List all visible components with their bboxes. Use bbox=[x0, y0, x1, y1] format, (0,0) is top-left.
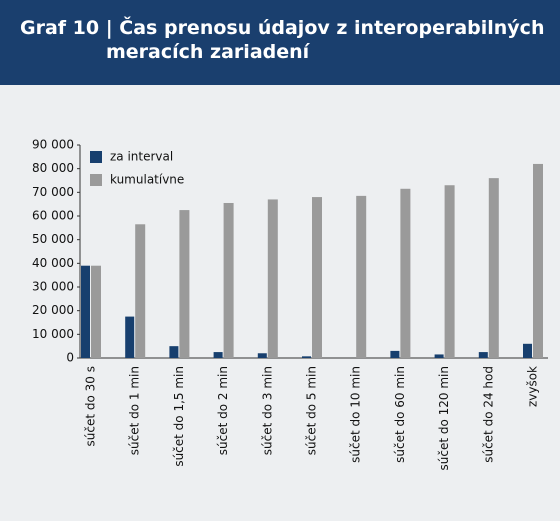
bar bbox=[223, 202, 234, 358]
y-tick-label: 60 000 bbox=[32, 209, 74, 223]
chart-title: Graf 10 | Čas prenosu údajov z interoper… bbox=[20, 17, 545, 63]
x-tick-label: súčet do 10 min bbox=[349, 366, 363, 463]
x-tick-label: súčet do 5 min bbox=[305, 366, 319, 455]
x-tick-label: súčet do 3 min bbox=[260, 366, 274, 455]
bar bbox=[523, 343, 532, 358]
bar bbox=[125, 316, 135, 358]
bar bbox=[444, 185, 455, 358]
bar bbox=[302, 356, 311, 358]
y-tick-label: 10 000 bbox=[32, 327, 74, 341]
legend-label: kumulatívne bbox=[110, 173, 184, 187]
chart: 0 10 000 20 000 30 000 40 000 50 000 60 000 70 … bbox=[32, 138, 548, 470]
x-tick-label: súčet do 1 min bbox=[128, 366, 142, 455]
legend-label: za interval bbox=[110, 150, 173, 164]
x-tick-label: zvyšok bbox=[526, 366, 540, 407]
bar bbox=[257, 353, 267, 358]
header: Graf 10 | Čas prenosu údajov z interoper… bbox=[0, 0, 560, 85]
x-tick-label: súčet do 120 min bbox=[437, 366, 451, 470]
bar bbox=[213, 352, 223, 358]
x-tick-label: súčet do 1,5 min bbox=[172, 366, 186, 467]
y-tick-label: 0 bbox=[66, 351, 74, 365]
bar bbox=[533, 163, 543, 358]
y-tick-label: 20 000 bbox=[32, 303, 74, 317]
bar bbox=[434, 354, 444, 358]
y-tick-label: 30 000 bbox=[32, 280, 74, 294]
y-tick-label: 50 000 bbox=[32, 232, 74, 246]
bar bbox=[179, 210, 190, 358]
y-tick-label: 90 000 bbox=[32, 138, 74, 152]
bar bbox=[135, 224, 146, 358]
x-tick-label: súčet do 60 min bbox=[393, 366, 407, 463]
x-tick-label: súčet do 24 hod bbox=[481, 366, 495, 463]
bar bbox=[356, 195, 367, 358]
y-tick-label: 80 000 bbox=[32, 161, 74, 175]
legend-swatch bbox=[90, 174, 102, 186]
bar bbox=[312, 197, 322, 358]
bar bbox=[390, 350, 400, 358]
bar bbox=[81, 265, 90, 358]
bar bbox=[169, 346, 179, 358]
bar bbox=[488, 178, 499, 358]
x-tick-label: súčet do 30 s bbox=[84, 366, 98, 446]
y-tick-label: 70 000 bbox=[32, 185, 74, 199]
x-tick-label: súčet do 2 min bbox=[216, 366, 230, 455]
bar bbox=[91, 265, 101, 358]
legend-swatch bbox=[90, 151, 102, 163]
bar bbox=[478, 352, 488, 358]
y-tick-label: 40 000 bbox=[32, 256, 74, 270]
bar bbox=[400, 188, 411, 358]
bar bbox=[267, 199, 278, 358]
